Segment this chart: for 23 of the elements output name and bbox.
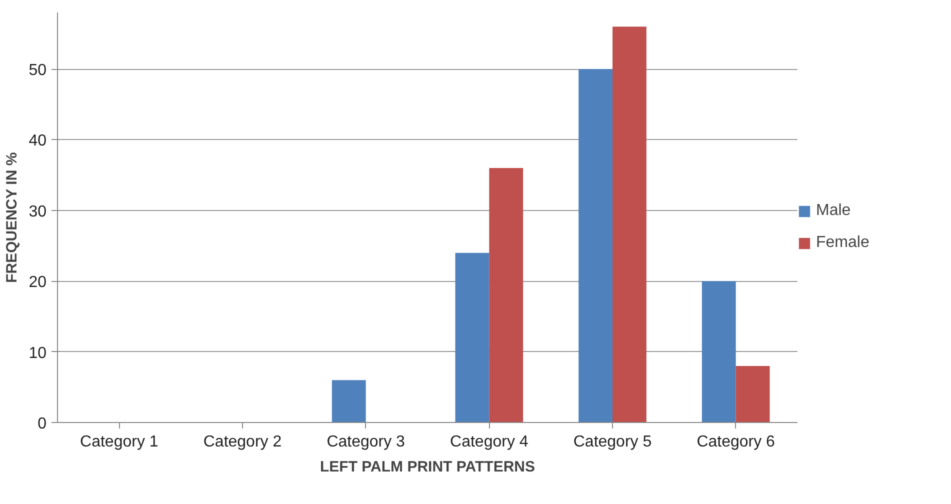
bar xyxy=(612,26,646,422)
y-tick-label: 0 xyxy=(38,416,47,432)
y-tick-label: 30 xyxy=(28,203,47,220)
x-tick-label: Category 6 xyxy=(696,434,776,450)
bar xyxy=(332,380,366,422)
y-tick-label: 10 xyxy=(28,344,47,362)
x-tick-label: Category 4 xyxy=(450,434,528,450)
bar xyxy=(455,252,490,422)
y-tick-label: 40 xyxy=(28,132,47,150)
bar xyxy=(702,281,736,422)
legend-label: Male xyxy=(816,202,852,220)
x-tick-label: Category 5 xyxy=(573,434,652,450)
x-tick-label: Category 2 xyxy=(203,434,282,450)
x-tick-label: Category 1 xyxy=(80,434,158,450)
x-axis-title: LEFT PALM PRINT PATTERNS xyxy=(320,458,536,476)
bar xyxy=(578,69,612,422)
legend-label: Female xyxy=(816,234,870,252)
y-axis-title: FREQUENCY IN % xyxy=(4,152,21,283)
bar xyxy=(736,366,770,422)
y-tick-label: 20 xyxy=(28,274,47,292)
y-tick-label: 50 xyxy=(28,62,47,80)
bar xyxy=(489,168,524,422)
x-tick-label: Category 3 xyxy=(326,434,406,450)
